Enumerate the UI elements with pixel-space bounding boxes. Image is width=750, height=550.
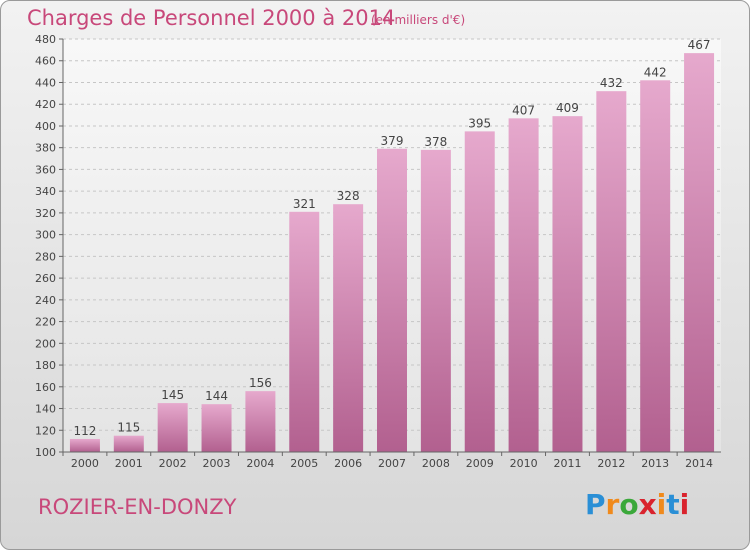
data-label: 115	[117, 421, 140, 435]
logo-letter: t	[666, 488, 680, 521]
bar-2008	[420, 149, 451, 452]
x-tick-label: 2008	[422, 457, 450, 470]
y-tick-label: 420	[35, 98, 56, 111]
data-label: 321	[293, 197, 316, 211]
x-tick-label: 2002	[159, 457, 187, 470]
bar-2004	[245, 391, 276, 452]
x-tick-label: 2001	[115, 457, 143, 470]
bar-2006	[333, 204, 364, 452]
data-label: 432	[600, 76, 623, 90]
data-label: 144	[205, 389, 228, 403]
x-tick-label: 2010	[510, 457, 538, 470]
data-label: 378	[424, 135, 447, 149]
x-tick-label: 2009	[466, 457, 494, 470]
x-tick-label: 2007	[378, 457, 406, 470]
x-tick-label: 2014	[685, 457, 713, 470]
proxiti-logo[interactable]: Proxiti	[585, 488, 689, 521]
data-label: 395	[468, 116, 491, 130]
y-axis: 100 120 140 160 180 200 220 240 260 280 300 320 340 3…	[35, 33, 64, 459]
x-tick-label: 2003	[203, 457, 231, 470]
logo-letter: i	[656, 488, 667, 521]
x-tick-label: 2011	[553, 457, 581, 470]
logo-letter: P	[585, 488, 606, 521]
y-tick-label: 300	[35, 229, 56, 242]
chart-subtitle: (en milliers d'€)	[371, 13, 466, 27]
data-label: 112	[73, 424, 96, 438]
x-tick-label: 2013	[641, 457, 669, 470]
logo-letter: x	[638, 488, 657, 521]
y-tick-label: 200	[35, 337, 56, 350]
y-tick-label: 340	[35, 185, 56, 198]
data-label: 442	[644, 65, 667, 79]
data-label: 156	[249, 376, 272, 390]
data-label: 328	[337, 189, 360, 203]
bar-2003	[201, 404, 232, 452]
bar-2012	[596, 91, 627, 452]
x-axis: 2000 2001 2002 2003 2004 2005 2006 2007 2008 2009…	[62, 451, 721, 470]
bar-2010	[508, 118, 539, 452]
data-label: 379	[381, 134, 404, 148]
y-tick-label: 180	[35, 359, 56, 372]
y-tick-label: 460	[35, 55, 56, 68]
data-label: 409	[556, 101, 579, 115]
x-tick-label: 2000	[71, 457, 99, 470]
y-tick-label: 140	[35, 403, 56, 416]
y-tick-label: 280	[35, 250, 56, 263]
y-tick-label: 100	[35, 446, 56, 459]
x-tick-label: 2005	[290, 457, 318, 470]
bar-2014	[684, 53, 715, 453]
logo-letter: r	[605, 488, 620, 521]
logo-letter: i	[679, 488, 690, 521]
bar-2005	[289, 211, 320, 452]
bar-2009	[464, 131, 495, 452]
y-tick-label: 220	[35, 316, 56, 329]
y-tick-label: 400	[35, 120, 56, 133]
bar-2011	[552, 116, 583, 453]
data-label: 467	[688, 38, 711, 52]
bar-2002	[157, 403, 188, 452]
commune-name: ROZIER-EN-DONZY	[38, 495, 237, 519]
data-label: 407	[512, 103, 535, 117]
y-tick-label: 380	[35, 142, 56, 155]
x-tick-label: 2006	[334, 457, 362, 470]
y-tick-label: 120	[35, 424, 56, 437]
bar-2007	[377, 148, 407, 452]
bars: 112 115 145 144 156 321 328 379 378 395 407 409 432 4…	[69, 38, 715, 453]
y-tick-label: 260	[35, 272, 56, 285]
data-label: 145	[161, 388, 184, 402]
bar-2013	[640, 80, 671, 453]
y-tick-label: 480	[35, 33, 56, 46]
bar-2000	[69, 438, 100, 452]
y-tick-label: 320	[35, 207, 56, 220]
logo-letter: o	[619, 488, 639, 521]
bar-2001	[113, 435, 144, 452]
y-tick-label: 360	[35, 163, 56, 176]
x-tick-label: 2004	[246, 457, 274, 470]
y-tick-label: 440	[35, 76, 56, 89]
y-tick-label: 160	[35, 381, 56, 394]
y-tick-label: 240	[35, 294, 56, 307]
x-tick-label: 2012	[597, 457, 625, 470]
chart-title: Charges de Personnel 2000 à 2014	[27, 6, 396, 30]
